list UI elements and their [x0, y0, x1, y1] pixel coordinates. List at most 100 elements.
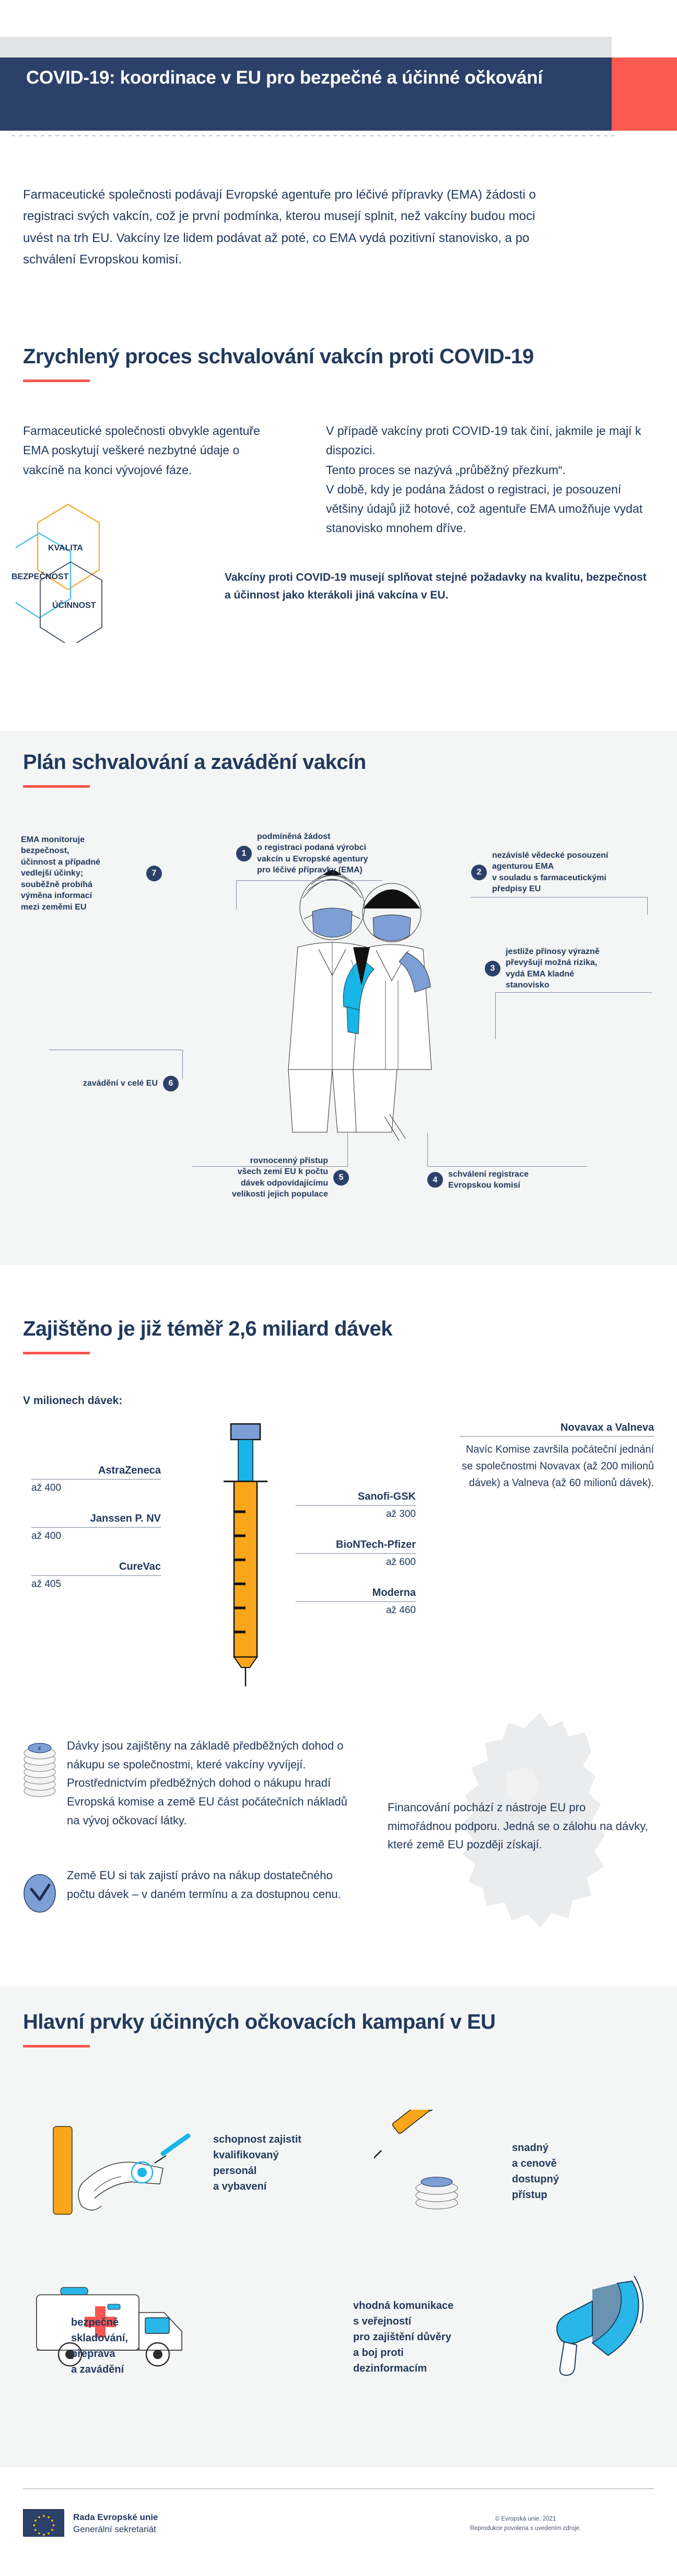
dose-value-astrazeneca: až 400: [31, 1482, 62, 1493]
dose-value-janssen: až 400: [31, 1531, 62, 1542]
page-title: COVID-19: koordinace v EU pro bezpečné a…: [26, 67, 543, 88]
venn-note-text: Vakcíny proti COVID-19 musejí splňovat s…: [225, 571, 647, 602]
dose-name-sanofi-gsk: Sanofi-GSK: [357, 1491, 416, 1502]
plan-step-2: 2 nezávislé vědecké posouzení agenturou …: [471, 850, 608, 895]
doses-note-1: Dávky jsou zajištěny na základě předběžn…: [67, 1739, 347, 1827]
doses-unit-label: V milionech dávek:: [23, 1395, 123, 1407]
section-plan-title: Plán schvalování a zavádění vakcín: [23, 751, 366, 774]
plan-step-7-label: EMA monitoruje bezpečnost, účinnost a př…: [21, 835, 101, 912]
dose-name-biontech-pfizer: BioNTech-Pfizer: [336, 1539, 416, 1550]
connector-step-3: [495, 992, 652, 1039]
section-approval-title: Zrychlený proces schvalování vakcín prot…: [23, 345, 534, 368]
plan-step-4-number: 4: [427, 1172, 443, 1188]
approval-right-text: V případě vakcíny proti COVID-19 tak čin…: [326, 424, 643, 535]
section-plan: Plán schvalování a zavádění vakcín: [0, 731, 677, 1265]
section-doses-title: Zajištěno je již téměř 2,6 miliard dávek: [23, 1317, 392, 1340]
dose-item-astrazeneca: AstraZeneca až 400: [31, 1465, 161, 1494]
quality-hexagon: [37, 503, 100, 591]
doses-note-3: Financování pochází z nástroje EU pro mi…: [388, 1801, 648, 1852]
dose-bar-sanofi-gsk: [296, 1505, 416, 1506]
quality-safety-efficacy-venn: KVALITA BEZPEČNOST ÚČINNOST: [8, 502, 240, 648]
plan-step-5-label: rovnocenný přístup všech zemí EU k počtu…: [231, 1156, 328, 1199]
dose-value-biontech-pfizer: až 600: [386, 1557, 416, 1568]
footer-copyright: © Evropská unie, 2021 Reprodukce povolen…: [470, 2516, 581, 2532]
dose-bar-curevac: [31, 1575, 161, 1576]
eu-map-watermark: [428, 1709, 648, 1934]
section-approval-rule: [23, 380, 90, 382]
footer-divider: [23, 2488, 654, 2489]
plan-step-4-label: schválení registrace Evropskou komisí: [448, 1170, 529, 1190]
svg-text:€: €: [38, 1746, 41, 1752]
syringe-icon: [193, 1422, 298, 1688]
section-doses-rule: [23, 1352, 90, 1354]
dose-bar-moderna: [296, 1601, 416, 1602]
connector-step-4: [427, 1133, 587, 1167]
doses-note-2: Země EU si tak zajistí právo na nákup do…: [67, 1869, 341, 1901]
vaccination-illustration: [219, 850, 465, 1174]
megaphone-icon: [530, 2269, 650, 2384]
plan-step-5: 5 rovnocenný přístup všech zemí EU k poč…: [192, 1155, 349, 1200]
connector-step-1: [236, 880, 382, 910]
quality-label: KVALITA: [48, 544, 83, 553]
approval-left-text: Farmaceutické společnosti obvykle agentu…: [23, 424, 260, 477]
plan-step-5-number: 5: [333, 1169, 349, 1186]
novavax-valneva-block: Novavax a Valneva Navíc Komise završila …: [460, 1422, 654, 1491]
dose-bar-astrazeneca: [31, 1479, 161, 1480]
footer-organisation: Rada Evropské unie Generální sekretariát: [73, 2512, 158, 2535]
title-dotted-divider: [11, 135, 617, 136]
section-plan-rule: [23, 785, 90, 788]
dose-name-moderna: Moderna: [372, 1587, 416, 1598]
footer-org-line1: Rada Evropské unie: [73, 2512, 158, 2522]
dose-name-janssen: Janssen P. NV: [90, 1513, 161, 1524]
vaccination-arm-icon: [31, 2106, 209, 2231]
check-badge-icon: [21, 1872, 59, 1914]
plan-step-1-label: podmíněná žádost o registraci podaná výr…: [257, 832, 368, 875]
dose-value-moderna: až 460: [386, 1605, 416, 1616]
intro-paragraph: Farmaceutické společnosti podávají Evrop…: [23, 188, 536, 267]
novavax-bar: [460, 1436, 654, 1437]
footer-org-line2: Generální sekretariát: [73, 2524, 156, 2534]
plan-step-1-number: 1: [236, 845, 252, 861]
plan-step-7-number: 7: [146, 866, 162, 882]
plan-step-3-number: 3: [485, 960, 500, 976]
dose-item-moderna: Moderna až 460: [296, 1587, 416, 1616]
plan-step-1: 1 podmíněná žádost o registraci podaná v…: [236, 831, 368, 876]
plan-step-6-label: zavádění v celé EU: [83, 1079, 158, 1088]
section-campaign: Hlavní prvky účinných očkovacích kampaní…: [0, 1986, 677, 2467]
coins-stack-icon: €: [21, 1741, 59, 1798]
plan-step-2-number: 2: [471, 864, 487, 880]
title-accent-block: [612, 58, 677, 131]
plan-step-3-label: jestliže přínosy výrazně převyšují možná…: [506, 947, 600, 990]
dose-item-sanofi-gsk: Sanofi-GSK až 300: [296, 1491, 416, 1520]
plan-step-4: 4 schválení registrace Evropskou komisí: [427, 1169, 529, 1191]
section-campaign-rule: [23, 2045, 90, 2048]
dose-name-astrazeneca: AstraZeneca: [98, 1465, 161, 1476]
efficacy-label: ÚČINNOST: [52, 601, 96, 610]
plan-step-7: 7 EMA monitoruje bezpečnost, účinnost a …: [21, 834, 162, 913]
novavax-text: Navíc Komise završila počáteční jednání …: [462, 1444, 654, 1489]
title-bar: [0, 58, 612, 131]
dose-bar-janssen: [31, 1527, 161, 1528]
safety-label: BEZPEČNOST: [11, 572, 69, 581]
dose-value-curevac: až 405: [31, 1579, 62, 1590]
connector-step-6: [49, 1050, 183, 1079]
syringe-vial-icon: [370, 2091, 499, 2230]
dose-value-sanofi-gsk: až 300: [386, 1509, 416, 1520]
campaign-label-access: snadný a cenově dostupný přístup: [512, 2142, 559, 2201]
novavax-title: Novavax a Valneva: [560, 1422, 654, 1433]
dose-item-biontech-pfizer: BioNTech-Pfizer až 600: [296, 1539, 416, 1568]
ambulance-icon: [29, 2272, 202, 2382]
header-grey-band: [0, 37, 612, 58]
connector-step-2: [470, 897, 648, 915]
section-campaign-title: Hlavní prvky účinných očkovacích kampaní…: [23, 2010, 496, 2033]
connector-step-5: [192, 1133, 348, 1167]
campaign-label-communication: vhodná komunikace s veřejností pro zajiš…: [353, 2300, 454, 2374]
dose-item-janssen: Janssen P. NV až 400: [31, 1513, 161, 1542]
campaign-label-staff: schopnost zajistit kvalifikovaný personá…: [213, 2134, 301, 2192]
dose-bar-biontech-pfizer: [296, 1553, 416, 1554]
campaign-label-storage: bezpečné skladování, přeprava a zavádění: [71, 2317, 128, 2375]
plan-step-3: 3 jestliže přínosy výrazně převyšují mož…: [485, 946, 600, 991]
dose-name-curevac: CureVac: [119, 1561, 161, 1572]
eu-flag-icon: [23, 2509, 64, 2537]
dose-item-curevac: CureVac až 405: [31, 1561, 161, 1590]
